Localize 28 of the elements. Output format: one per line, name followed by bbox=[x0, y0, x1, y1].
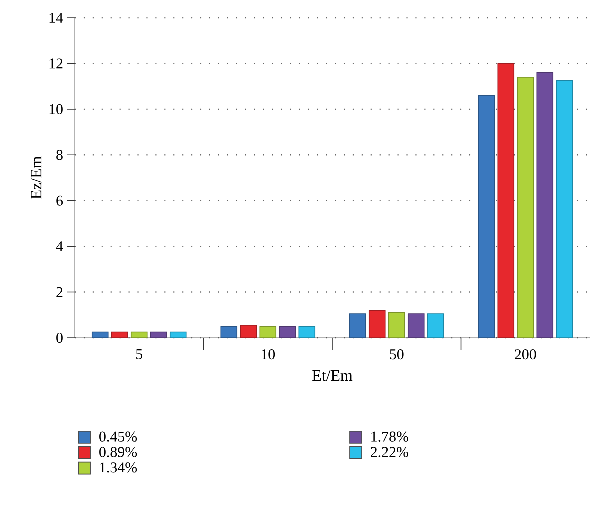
bar bbox=[368, 310, 386, 338]
legend-label: 1.34% bbox=[100, 462, 138, 473]
bar bbox=[427, 314, 444, 338]
y-tick-label: 10 bbox=[50, 104, 63, 114]
y-axis-title: Ez/Em bbox=[31, 156, 42, 200]
y-tick-label: 14 bbox=[50, 13, 64, 23]
x-tick-label: 5 bbox=[136, 350, 143, 360]
y-tick-label: 2 bbox=[56, 287, 63, 298]
bar bbox=[349, 314, 366, 338]
x-tick-label: 200 bbox=[515, 350, 536, 360]
bar bbox=[536, 72, 554, 338]
y-tick-label: 0 bbox=[56, 332, 63, 344]
legend-label: 1.78% bbox=[372, 432, 408, 442]
y-tick-label: 4 bbox=[56, 242, 64, 252]
legend-label: 0.89% bbox=[100, 447, 138, 458]
bar bbox=[556, 80, 574, 338]
bar bbox=[478, 95, 496, 338]
x-axis-title: Et/Em bbox=[312, 370, 353, 382]
x-tick-label: 10 bbox=[262, 350, 276, 360]
y-tick-label: 8 bbox=[56, 150, 63, 160]
x-tick-label: 50 bbox=[390, 350, 404, 360]
bar bbox=[498, 63, 515, 338]
legend-label: 0.45% bbox=[100, 432, 138, 442]
y-tick-label: 12 bbox=[50, 58, 63, 69]
y-tick-label: 6 bbox=[56, 196, 64, 206]
bar bbox=[408, 314, 425, 338]
bar bbox=[517, 77, 534, 338]
legend-label: 2.22% bbox=[371, 447, 408, 458]
